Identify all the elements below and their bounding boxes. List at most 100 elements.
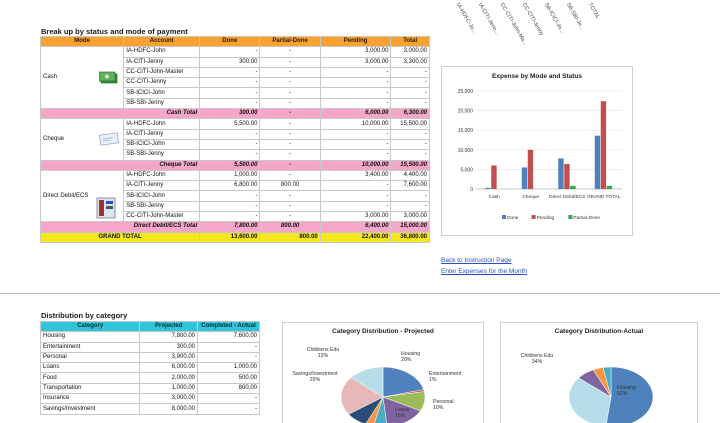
bar-done [485, 187, 491, 189]
category-cell: Food [39, 372, 141, 384]
legend-label: Done [507, 215, 519, 221]
actual-cell: 800.00 [197, 382, 260, 395]
partial-cell: - [259, 118, 321, 130]
total-cell: - [390, 87, 430, 99]
header-partial-done: Partial-Done [259, 35, 321, 48]
enter-expenses-link[interactable]: Enter Expenses for the Month [441, 268, 527, 275]
subtotal-label: Cheque Total [39, 159, 201, 171]
pie-label-pct: 20% [401, 357, 412, 363]
partial-cell: - [259, 56, 321, 68]
pie-label-name: Childrens Edu [521, 353, 554, 359]
breakup-table: Mode Account Done Partial-Done Pending T… [39, 35, 430, 243]
category-row: Housing 7,800.00 7,600.00 [39, 331, 260, 343]
account-cell: CC-CITI-John-Master [123, 211, 201, 223]
rotated-category-label: IA-CITI-Jenn... [476, 2, 500, 36]
subtotal-total: 15,000.00 [390, 221, 430, 233]
category-header-row: Category Projected Completed - Actual [39, 320, 260, 333]
total-cell: 15,500.00 [390, 118, 430, 130]
done-cell: - [199, 46, 261, 58]
total-cell: - [390, 66, 430, 79]
actual-cell: - [197, 403, 260, 415]
account-cell: IA-CITI-Jenny [123, 128, 201, 140]
pie-label-pct: 52% [617, 391, 628, 397]
breakup-row: Cheque IA-HDFC-John 5,500.00-10,000.00 15,5… [39, 118, 430, 161]
rotated-category-label: CC-CITI-Jenny [520, 2, 545, 37]
actual-pie-container[interactable]: Category Distribution-Actual Childrens E… [500, 322, 698, 423]
mode-cell: Direct Debit/ECS [39, 169, 125, 223]
account-cell: SB-ICICI-John [123, 138, 201, 151]
pie-label-pct: 13% [318, 353, 329, 359]
partial-cell: - [259, 138, 321, 151]
partial-cell: - [259, 77, 321, 89]
back-to-instruction-link[interactable]: Back to Instruction Page [441, 257, 512, 264]
expense-chart-title: Expense by Mode and Status [492, 73, 582, 80]
breakup-row: Cash IA-HDFC-John - -3,000.00 3,000.00 [39, 46, 430, 110]
category-table: Category Projected Completed - Actual Ho… [39, 320, 260, 415]
category-row: Entertainment 300.00- [39, 341, 260, 353]
rotated-category-label: IA-HDFC-Jo... [454, 2, 478, 35]
partial-cell: - [259, 87, 321, 99]
grand-total-total: 36,800.00 [390, 231, 430, 243]
pie-label-pct: 34% [532, 359, 543, 365]
partial-cell: - [259, 200, 321, 213]
pending-cell: - [319, 128, 392, 140]
projected-pie-container[interactable]: Category Distribution - Projected Childr… [282, 322, 484, 423]
account-cell: CC-CITI-John-Master [123, 66, 201, 79]
total-cell: 3,000.00 [390, 46, 430, 58]
total-cell: - [390, 149, 430, 161]
pending-cell: - [319, 149, 392, 161]
category-cell: Savings/Investment [39, 403, 141, 415]
total-cell: - [390, 138, 430, 151]
y-tick-label: 15,000 [458, 128, 474, 134]
subtotal-partial: - [259, 108, 321, 120]
grand-total-label: GRAND TOTAL [39, 231, 201, 243]
category-table-wrapper: Category Projected Completed - Actual Ho… [39, 320, 260, 415]
bar-done [521, 167, 528, 189]
bar-pending [527, 149, 534, 189]
pie-label-pct: 1% [429, 377, 437, 383]
done-cell: - [199, 138, 261, 151]
subtotal-partial: 800.00 [259, 221, 321, 233]
subtotal-label: Direct Debit/ECS Total [39, 221, 201, 233]
total-cell: 3,000.00 [390, 211, 430, 223]
done-cell: 6,800.00 [199, 180, 261, 192]
account-cell: IA-HDFC-John [123, 118, 201, 130]
total-cell: - [390, 77, 430, 89]
account-cell: IA-HDFC-John [123, 46, 201, 58]
header-projected: Projected [139, 320, 199, 333]
mode-cell: Cash [39, 46, 125, 110]
account-cell: IA-CITI-Jenny [123, 56, 201, 68]
expense-chart-container[interactable]: Expense by Mode and Status 0 5,000 10,000 1… [441, 66, 633, 236]
subtotal-done: 300.00 [199, 108, 261, 120]
account-cell: SB-ICICI-John [123, 87, 201, 99]
mode-label: Direct Debit/ECS [43, 192, 89, 199]
subtotal-pending: 10,000.00 [319, 159, 392, 171]
category-row: Food 2,000.00 500.00 [39, 372, 260, 384]
pie-label-pct: 10% [433, 405, 444, 411]
top-chart-category-labels: IA-HDFC-Jo... IA-CITI-Jenn... CC-CITI-John… [440, 0, 640, 47]
breakup-row: IA-CITI-Jenny 6,800.00 800.00-7,600.00 [41, 180, 430, 192]
actual-cell: 7,600.00 [197, 331, 260, 343]
header-done: Done [199, 35, 261, 48]
partial-cell: - [259, 46, 321, 58]
category-cell: Transportation [39, 382, 141, 395]
category-cell: Loans [39, 362, 141, 374]
done-cell: 5,500.00 [199, 118, 261, 130]
legend-swatch [531, 215, 536, 219]
grand-total-row: GRAND TOTAL 13,600.00 800.00 22,400.00 36,80… [39, 231, 430, 243]
rotated-category-label: TOTAL [586, 2, 601, 20]
section-title-breakup: Break up by status and mode of payment [41, 27, 188, 36]
expense-bar-chart: 0 5,000 10,000 15,000 20,000 25,000 Cash Cheque… [458, 89, 622, 221]
projected-cell: 8,000.00 [139, 403, 199, 415]
bar-partial-done [570, 185, 576, 189]
done-cell: - [199, 149, 261, 161]
legend-label: Partial-Done [573, 215, 600, 221]
breakup-table-wrapper: Mode Account Done Partial-Done Pending T… [39, 35, 430, 243]
header-completed-actual: Completed - Actual [197, 320, 260, 333]
partial-cell: 800.00 [259, 180, 321, 192]
legend-swatch [568, 215, 573, 219]
category-row: Savings/Investment 8,000.00- [39, 403, 260, 415]
subtotal-partial: - [259, 159, 321, 171]
header-total: Total [390, 35, 430, 48]
